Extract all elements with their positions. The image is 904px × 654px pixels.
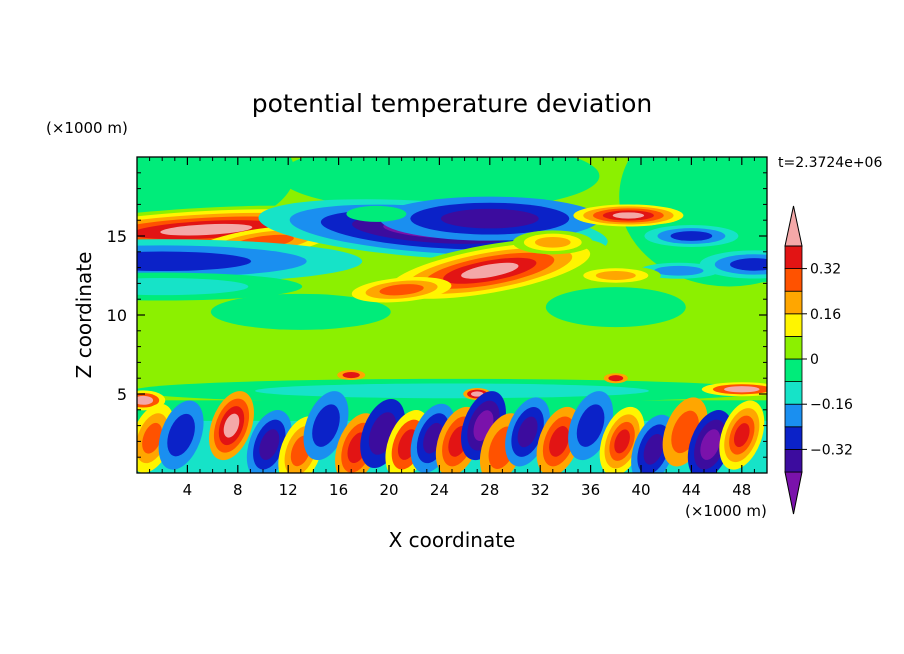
- colorbar-segment: [784, 335, 803, 360]
- contour-blob: [142, 422, 163, 454]
- y-tick-label: 15: [107, 227, 127, 246]
- x-tick-label: 16: [329, 481, 348, 499]
- contour-blob: [576, 404, 605, 447]
- x-axis-label: X coordinate: [389, 528, 516, 552]
- y-axis-label: Z coordinate: [72, 252, 96, 379]
- colorbar-tick-label: −0.16: [810, 397, 853, 413]
- contour-blob: [160, 223, 253, 236]
- contour-blob: [700, 429, 721, 460]
- contour-blob: [608, 375, 624, 382]
- contour-blob: [342, 371, 360, 379]
- colorbar: 0.32 0.16 0 −0.16 −0.32: [784, 205, 853, 515]
- contour-blob: [137, 251, 252, 272]
- x-tick-label: 44: [682, 481, 701, 499]
- contour-blob: [535, 236, 571, 248]
- contour-blob: [595, 271, 636, 280]
- x-tick-label: 48: [732, 481, 751, 499]
- contour-blob: [346, 205, 407, 222]
- contour-blob: [440, 208, 539, 229]
- contour-blob: [259, 429, 280, 460]
- y-axis-unit: (×1000 m): [46, 119, 128, 137]
- contour-blob: [255, 383, 649, 399]
- x-tick-label: 40: [631, 481, 650, 499]
- contour-blob: [545, 287, 686, 328]
- contour-blob: [730, 258, 767, 271]
- x-tick-label: 36: [581, 481, 600, 499]
- colorbar-segment: [784, 426, 803, 450]
- contour-blob: [379, 284, 424, 296]
- colorbar-tick-label: 0.16: [810, 307, 841, 323]
- contour-blob: [223, 413, 240, 438]
- contour-blob: [670, 231, 713, 241]
- colorbar-segment: [784, 205, 803, 247]
- contour-blob: [137, 395, 154, 405]
- contour-blob: [210, 293, 391, 330]
- contour-blob: [517, 416, 538, 448]
- colorbar-segment: [784, 358, 803, 383]
- x-tick-label: 4: [183, 481, 193, 499]
- x-tick-label: 24: [430, 481, 449, 499]
- colorbar-tick-label: 0.32: [810, 262, 841, 278]
- x-tick-label: 28: [480, 481, 499, 499]
- x-tick-label: 12: [279, 481, 298, 499]
- contour-blob: [654, 265, 704, 276]
- x-axis-ticks: 4 8 12 16 20 24 28 32 36 40 44 48: [149, 157, 755, 499]
- contour-blob: [724, 386, 760, 393]
- contour-blob: [733, 423, 750, 448]
- contour-blob: [312, 404, 340, 447]
- time-label: t=2.3724e+06: [778, 155, 882, 171]
- x-tick-label: 20: [379, 481, 398, 499]
- y-tick-label: 10: [107, 306, 127, 325]
- contour-fill: [137, 157, 767, 473]
- colorbar-segment: [784, 471, 803, 515]
- contour-blob: [612, 212, 645, 219]
- colorbar-segment: [784, 313, 803, 337]
- contour-blob: [470, 391, 484, 397]
- colorbar-segment: [784, 290, 803, 315]
- y-axis-ticks: 5 10 15: [107, 172, 767, 458]
- colorbar-segment: [784, 245, 803, 270]
- x-tick-label: 32: [531, 481, 550, 499]
- plot-area: [137, 157, 767, 473]
- x-axis-unit: (×1000 m): [685, 502, 767, 520]
- y-tick-label: 5: [117, 385, 127, 404]
- contour-blob: [461, 262, 519, 279]
- colorbar-segment: [784, 448, 803, 473]
- colorbar-tick-label: −0.32: [810, 442, 853, 458]
- colorbar-segment: [784, 268, 803, 292]
- colorbar-segment: [784, 381, 803, 405]
- contour-blob: [167, 413, 195, 457]
- chart-title: potential temperature deviation: [252, 89, 652, 118]
- contour-blob: [643, 433, 664, 465]
- colorbar-segment: [784, 403, 803, 428]
- colorbar-tick-label: 0: [810, 352, 819, 368]
- contour-blob: [137, 277, 249, 296]
- x-tick-label: 8: [233, 481, 243, 499]
- contour-blob: [549, 426, 570, 457]
- contour-blob: [614, 429, 630, 454]
